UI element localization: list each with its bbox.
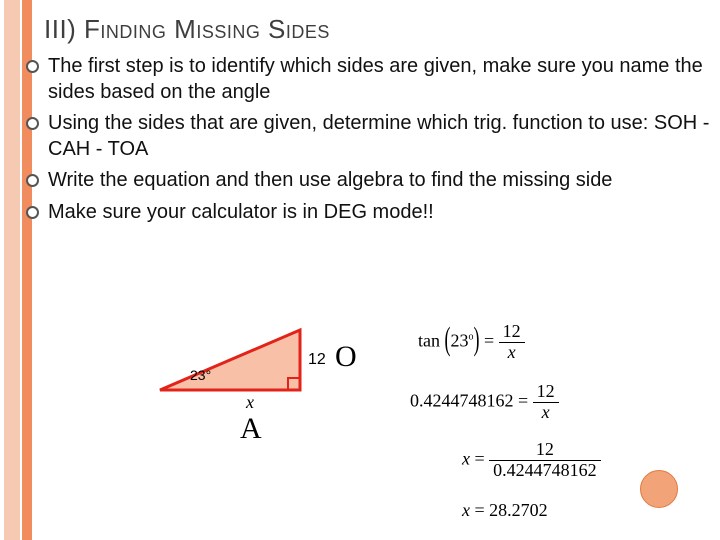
bullet-text: Write the equation and then use algebra … <box>48 169 612 191</box>
fraction: 12 x <box>499 322 525 363</box>
paren-left-icon: ( <box>445 321 451 359</box>
list-item: Write the equation and then use algebra … <box>26 168 710 194</box>
equation-answer: x = 28.2702 <box>462 500 548 521</box>
triangle-shape <box>160 330 300 390</box>
numerator: 12 <box>533 382 559 403</box>
opposite-O: O <box>335 340 357 373</box>
fraction: 12 x <box>533 382 559 423</box>
numerator: 12 <box>489 440 601 461</box>
lhs-x: x <box>462 500 470 520</box>
denominator: x <box>499 343 525 363</box>
equation-xsolve: x = 12 0.4244748162 <box>462 440 601 481</box>
numerator: 12 <box>499 322 525 343</box>
opposite-value: 12 <box>308 351 326 368</box>
tan-arg: 23 <box>451 330 469 350</box>
denominator: 0.4244748162 <box>489 461 601 481</box>
tan-func: tan <box>418 330 440 350</box>
bullet-text: Using the sides that are given, determin… <box>48 112 709 160</box>
slide: III) Finding Missing Sides The first ste… <box>0 0 720 540</box>
equation-decimal: 0.4244748162 = 12 x <box>410 382 559 423</box>
equals: = <box>475 500 490 520</box>
bullet-text: Make sure your calculator is in DEG mode… <box>48 201 434 223</box>
bullet-text: The first step is to identify which side… <box>48 55 703 103</box>
accent-stripe-1 <box>4 0 20 540</box>
lhs-x: x <box>462 448 470 468</box>
den-x: x <box>542 402 550 422</box>
adjacent-A: A <box>240 412 262 445</box>
paren-right-icon: ) <box>474 321 480 359</box>
slide-title: III) Finding Missing Sides <box>44 14 330 45</box>
adjacent-x: x <box>245 392 254 412</box>
angle-label: 23° <box>190 367 211 383</box>
accent-circle-icon <box>640 470 678 508</box>
triangle-diagram: 23° 12 O x A <box>150 320 380 460</box>
bullet-list: The first step is to identify which side… <box>26 54 710 232</box>
equation-tan: tan (23o) = 12 x <box>418 322 525 363</box>
list-item: The first step is to identify which side… <box>26 54 710 105</box>
equals: = <box>475 448 490 468</box>
equals: = <box>518 390 533 410</box>
lhs-decimal: 0.4244748162 <box>410 390 514 410</box>
triangle-svg: 23° 12 O x A <box>150 320 380 460</box>
denominator: x <box>533 403 559 423</box>
den-x: x <box>508 342 516 362</box>
list-item: Using the sides that are given, determin… <box>26 111 710 162</box>
fraction: 12 0.4244748162 <box>489 440 601 481</box>
rhs-answer: 28.2702 <box>489 500 548 520</box>
list-item: Make sure your calculator is in DEG mode… <box>26 200 710 226</box>
equals: = <box>484 330 494 350</box>
